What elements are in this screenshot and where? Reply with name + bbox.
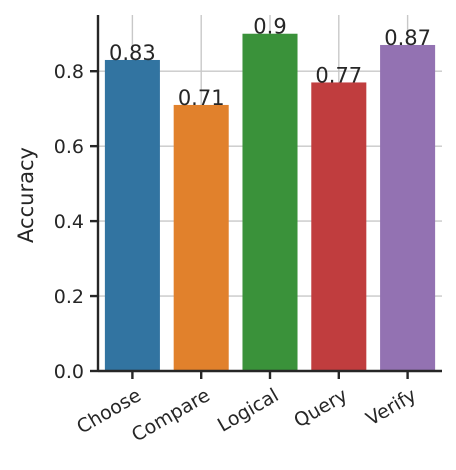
data-label-logical: 0.9 xyxy=(253,15,286,39)
y-tick-label: 0.4 xyxy=(54,211,84,233)
y-axis-title: Accuracy xyxy=(14,147,38,243)
x-tick-label: Verify xyxy=(362,384,420,430)
y-tick-label: 0.0 xyxy=(54,361,84,383)
x-tick-label: Compare xyxy=(128,384,214,446)
bar-choose xyxy=(104,59,160,372)
y-ticks: 0.0 0.2 0.4 0.6 0.8 xyxy=(54,61,98,383)
x-tick-label: Query xyxy=(290,384,351,432)
bar-logical xyxy=(242,33,298,371)
x-tick-label: Logical xyxy=(214,384,283,436)
bar-verify xyxy=(380,44,436,372)
y-tick-label: 0.8 xyxy=(54,61,84,83)
y-tick-label: 0.6 xyxy=(54,136,84,158)
bar-layer xyxy=(104,33,436,372)
data-label-query: 0.77 xyxy=(315,63,362,87)
data-label-compare: 0.71 xyxy=(178,86,225,110)
bar-query xyxy=(311,82,367,371)
data-labels: 0.83 0.71 0.9 0.77 0.87 xyxy=(109,15,431,110)
bar-compare xyxy=(173,104,229,372)
data-label-choose: 0.83 xyxy=(109,41,156,65)
data-label-verify: 0.87 xyxy=(384,26,431,50)
y-tick-label: 0.2 xyxy=(54,286,84,308)
